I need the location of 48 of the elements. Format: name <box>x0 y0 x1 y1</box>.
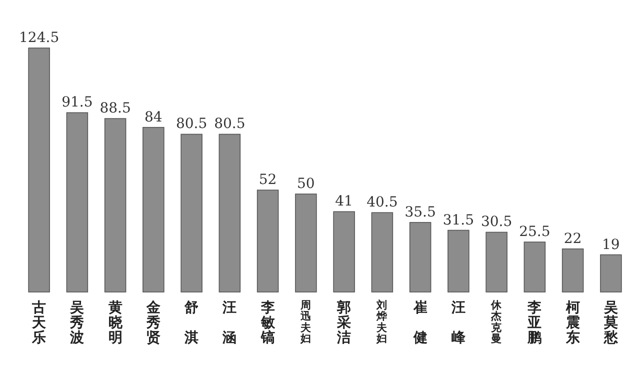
bar <box>600 254 622 292</box>
data-label: 30.5 <box>480 214 512 230</box>
bar <box>295 194 317 292</box>
x-tick-label: 刘烨夫妇 <box>376 298 389 345</box>
bar <box>104 118 126 292</box>
bar <box>66 112 88 292</box>
data-label: 35.5 <box>404 204 436 220</box>
x-tick-label: 休杰克曼 <box>490 300 504 345</box>
bar <box>409 222 432 292</box>
bar <box>142 126 164 292</box>
bar <box>562 248 584 292</box>
bar <box>218 134 241 292</box>
data-label: 41 <box>335 194 353 210</box>
x-tick-label: 郭采洁 <box>336 299 352 346</box>
bar <box>371 212 394 292</box>
data-label: 52 <box>258 172 277 188</box>
x-tick-label: 黄晓明 <box>107 300 124 346</box>
bar <box>524 242 546 292</box>
data-label: 91.5 <box>62 94 93 111</box>
x-tick-label: 汪涵 <box>222 300 237 346</box>
data-label: 88.5 <box>100 100 131 117</box>
bar <box>28 48 50 292</box>
x-tick-label: 吴秀波 <box>69 300 84 346</box>
x-tick-label: 周迅夫妇 <box>299 300 312 345</box>
bar <box>180 134 202 292</box>
data-label: 40.5 <box>366 194 398 211</box>
x-tick-label: 李亚鹏 <box>526 300 542 346</box>
data-label: 50 <box>297 176 315 192</box>
data-label: 80.5 <box>176 116 208 132</box>
data-label: 80.5 <box>214 116 246 132</box>
x-tick-label: 李敏镐 <box>260 300 276 346</box>
x-tick-label: 舒淇 <box>184 300 199 346</box>
x-tick-label: 金秀贤 <box>145 300 162 346</box>
x-tick-label: 汪峰 <box>450 300 466 346</box>
x-tick-label: 古天乐 <box>31 300 48 346</box>
bar <box>448 230 470 292</box>
x-tick-label: 吴莫愁 <box>602 300 619 346</box>
bar <box>486 232 508 292</box>
data-label: 84 <box>144 109 162 126</box>
bar <box>333 211 355 292</box>
data-label: 31.5 <box>442 212 474 228</box>
data-label: 19 <box>602 236 620 253</box>
bar <box>256 190 279 292</box>
data-label: 124.5 <box>19 30 60 46</box>
data-label: 22 <box>564 230 582 247</box>
data-label: 25.5 <box>519 224 550 240</box>
x-tick-label: 崔健 <box>412 300 428 346</box>
x-tick-label: 柯震东 <box>564 300 580 346</box>
